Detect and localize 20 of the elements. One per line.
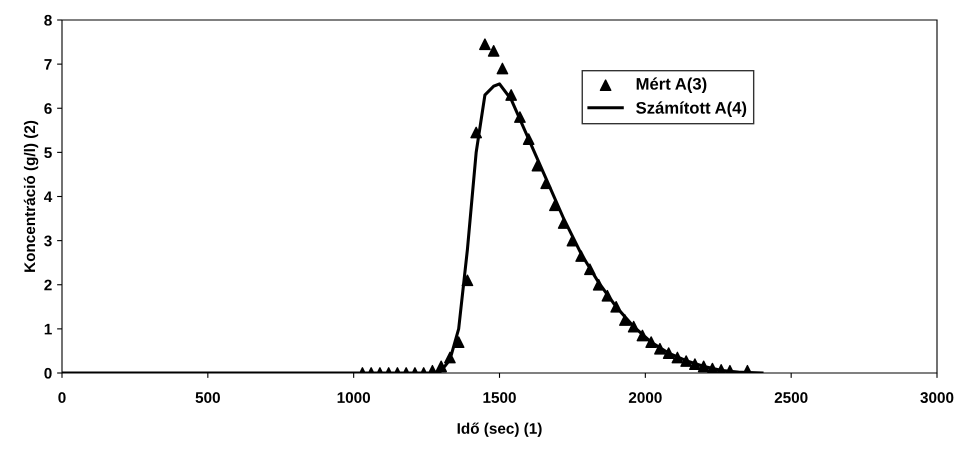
y-tick-label: 6 (44, 103, 52, 114)
y-tick-label: 7 (44, 59, 52, 70)
x-tick-label: 2000 (628, 392, 662, 403)
x-tick-label: 500 (196, 392, 220, 403)
x-tick-label: 2500 (774, 392, 808, 403)
y-tick-label: 2 (44, 280, 52, 290)
y-axis-title: Koncentráció (g/l) (2) (24, 120, 38, 272)
y-tick-label: 5 (44, 147, 52, 158)
x-tick-label: 1000 (338, 392, 370, 403)
x-tick-label: 3000 (920, 392, 954, 403)
legend-label: Számított A(4) (636, 101, 746, 118)
y-tick-label: 3 (44, 235, 52, 246)
y-tick-label: 1 (44, 324, 52, 334)
x-axis-title: Idő (sec) (1) (458, 422, 542, 437)
x-tick-label: 0 (58, 392, 66, 403)
legend-label: Mért A(3) (636, 77, 706, 94)
y-tick-label: 0 (44, 368, 52, 379)
y-tick-label: 4 (44, 192, 52, 202)
x-tick-label: 1500 (483, 392, 516, 403)
y-tick-label: 8 (44, 14, 52, 26)
